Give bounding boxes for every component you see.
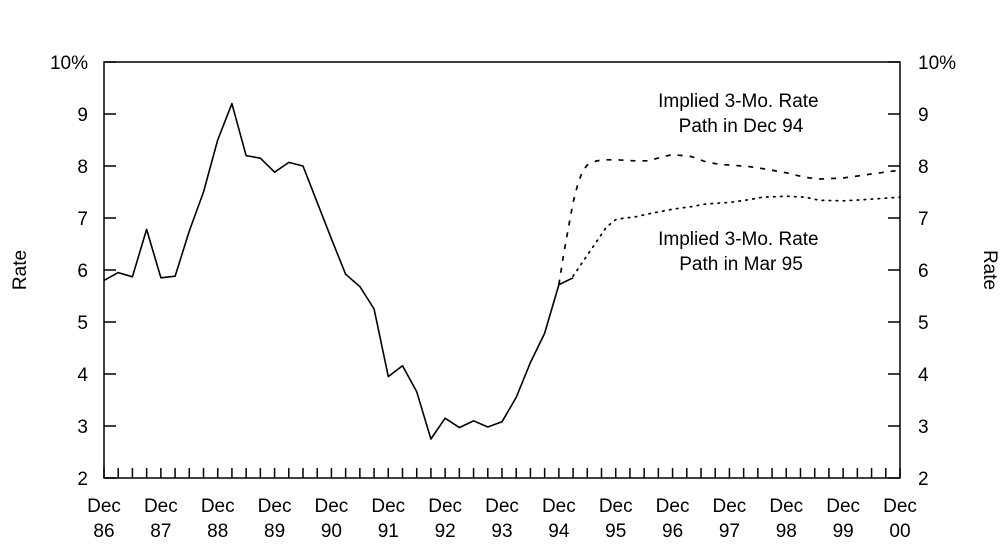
y-tick-label-left: 9 — [77, 105, 88, 126]
x-tick-label-year: 00 — [889, 521, 910, 542]
x-tick-label-month: Dec — [201, 496, 235, 517]
annotation-dec94-line2: Path in Dec 94 — [679, 116, 804, 137]
y-axis-title-left: Rate — [10, 250, 31, 290]
series-line-solid — [103, 102, 574, 440]
x-tick-label-year: 96 — [662, 521, 683, 542]
series-layer — [103, 102, 901, 440]
x-tick-label-month: Dec — [258, 496, 292, 517]
y-tick-label-right: 2 — [918, 469, 929, 490]
x-tick-label-year: 99 — [833, 521, 854, 542]
x-tick-label-month: Dec — [599, 496, 633, 517]
axis-labels: 2 23 34 45 56 67 78 89 910% 10%Dec86Dec87Dec88Dec… — [50, 53, 956, 542]
x-tick-label-year: 94 — [548, 521, 570, 542]
y-tick-label-right: 5 — [918, 313, 929, 334]
x-tick-label-month: Dec — [656, 496, 690, 517]
x-tick-label-year: 88 — [207, 521, 228, 542]
x-tick-label-month: Dec — [371, 496, 405, 517]
annotation-mar95-line2: Path in Mar 95 — [679, 254, 803, 275]
y-tick-label-left: 3 — [77, 417, 88, 438]
x-tick-label-month: Dec — [87, 496, 121, 517]
x-tick-label-year: 91 — [378, 521, 399, 542]
x-tick-label-month: Dec — [485, 496, 519, 517]
x-tick-label-year: 86 — [93, 521, 114, 542]
x-tick-label-year: 97 — [719, 521, 740, 542]
x-tick-label-year: 89 — [264, 521, 285, 542]
x-tick-label-year: 95 — [605, 521, 626, 542]
x-tick-label-month: Dec — [769, 496, 803, 517]
y-axis-title-right: Rate — [979, 250, 1000, 290]
x-tick-label-month: Dec — [713, 496, 747, 517]
y-tick-label-right: 3 — [918, 417, 929, 438]
x-tick-label-year: 92 — [435, 521, 456, 542]
annotation-dec94-line1: Implied 3-Mo. Rate — [658, 91, 819, 112]
annotation-dec94: Implied 3-Mo. Rate Path in Dec 94 — [658, 91, 824, 137]
x-tick-label-month: Dec — [428, 496, 462, 517]
y-tick-label-right: 10% — [918, 53, 956, 74]
y-tick-label-left: 6 — [77, 261, 88, 282]
annotation-mar95: Implied 3-Mo. Rate Path in Mar 95 — [658, 229, 824, 275]
annotation-mar95-line1: Implied 3-Mo. Rate — [658, 229, 819, 250]
y-tick-label-left: 8 — [77, 157, 88, 178]
y-tick-label-left: 4 — [77, 365, 88, 386]
y-tick-label-right: 6 — [918, 261, 929, 282]
series-line-dotted — [572, 195, 901, 278]
x-tick-label-month: Dec — [883, 496, 917, 517]
x-tick-label-year: 87 — [150, 521, 171, 542]
y-tick-label-right: 4 — [918, 365, 929, 386]
x-tick-label-month: Dec — [144, 496, 178, 517]
y-tick-label-right: 9 — [918, 105, 929, 126]
x-tick-label-year: 93 — [491, 521, 512, 542]
y-tick-label-left: 10% — [50, 53, 88, 74]
x-tick-label-month: Dec — [826, 496, 860, 517]
axis-ticks — [103, 61, 901, 479]
x-tick-label-month: Dec — [542, 496, 576, 517]
y-tick-label-right: 7 — [918, 209, 929, 230]
y-tick-label-left: 7 — [77, 209, 88, 230]
x-tick-label-month: Dec — [315, 496, 349, 517]
y-tick-label-left: 2 — [77, 469, 88, 490]
y-tick-label-left: 5 — [77, 313, 88, 334]
y-tick-label-right: 8 — [918, 157, 929, 178]
x-tick-label-year: 98 — [776, 521, 797, 542]
x-tick-label-year: 90 — [321, 521, 342, 542]
